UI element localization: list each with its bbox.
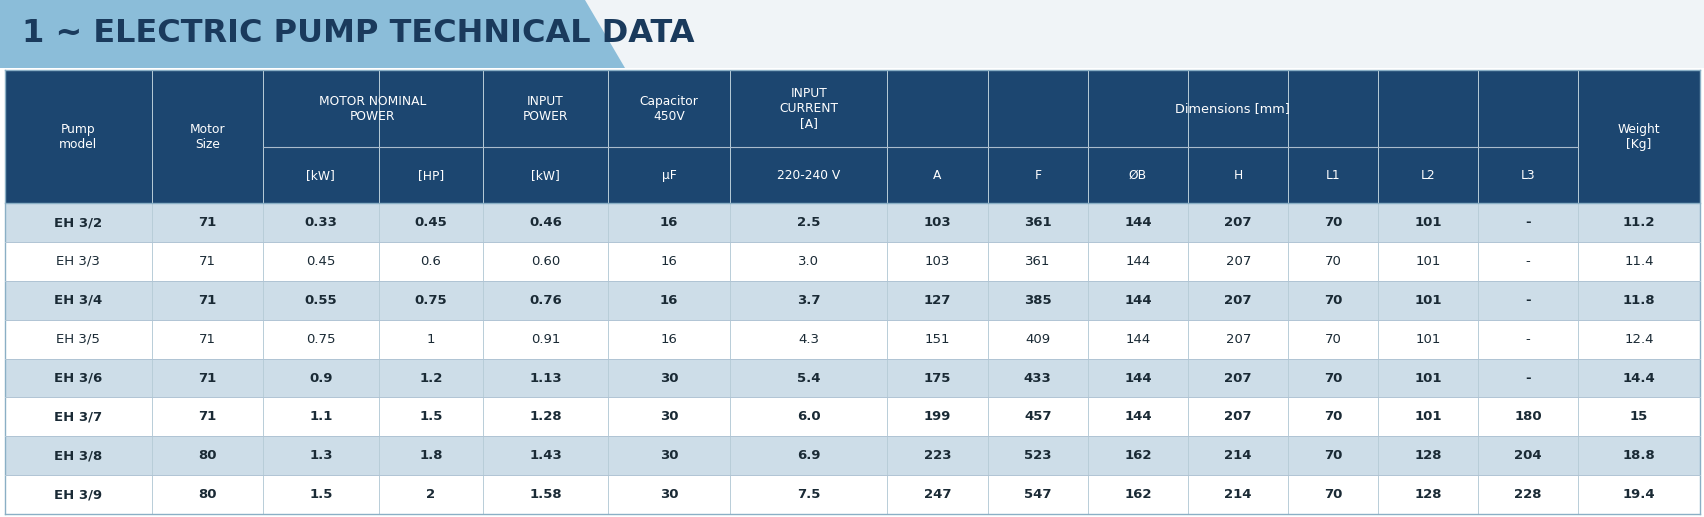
Text: 103: 103 <box>925 255 951 268</box>
Text: 1 ~ ELECTRIC PUMP TECHNICAL DATA: 1 ~ ELECTRIC PUMP TECHNICAL DATA <box>22 19 695 50</box>
Text: Dimensions [mm]: Dimensions [mm] <box>1176 102 1290 115</box>
FancyBboxPatch shape <box>5 398 1701 436</box>
Text: 16: 16 <box>659 294 678 307</box>
Text: 71: 71 <box>198 216 216 229</box>
Text: -: - <box>1525 216 1530 229</box>
Text: 16: 16 <box>659 216 678 229</box>
Text: EH 3/5: EH 3/5 <box>56 332 101 346</box>
Text: 223: 223 <box>924 449 951 462</box>
Text: 207: 207 <box>1225 255 1251 268</box>
Text: 6.9: 6.9 <box>797 449 820 462</box>
Text: Pump
model: Pump model <box>60 123 97 150</box>
Text: 2.5: 2.5 <box>797 216 820 229</box>
Text: 5.4: 5.4 <box>797 372 820 385</box>
Text: 144: 144 <box>1125 332 1150 346</box>
Text: 199: 199 <box>924 410 951 423</box>
Text: 207: 207 <box>1225 294 1252 307</box>
Text: 523: 523 <box>1024 449 1051 462</box>
Text: 0.6: 0.6 <box>421 255 441 268</box>
Text: -: - <box>1525 332 1530 346</box>
Text: 70: 70 <box>1324 255 1341 268</box>
Text: 247: 247 <box>924 488 951 501</box>
Text: 0.76: 0.76 <box>530 294 562 307</box>
Text: EH 3/8: EH 3/8 <box>55 449 102 462</box>
Text: 1.58: 1.58 <box>530 488 562 501</box>
Text: 162: 162 <box>1125 449 1152 462</box>
Text: 0.9: 0.9 <box>308 372 332 385</box>
Text: 228: 228 <box>1515 488 1542 501</box>
Text: L3: L3 <box>1522 169 1535 182</box>
Text: 30: 30 <box>659 449 678 462</box>
Text: L1: L1 <box>1326 169 1341 182</box>
Text: [kW]: [kW] <box>532 169 561 182</box>
Text: μF: μF <box>661 169 676 182</box>
Text: 1.5: 1.5 <box>308 488 332 501</box>
Text: -: - <box>1525 294 1530 307</box>
Text: 18.8: 18.8 <box>1622 449 1656 462</box>
Text: 30: 30 <box>659 410 678 423</box>
Text: 1.3: 1.3 <box>308 449 332 462</box>
Text: 128: 128 <box>1414 449 1442 462</box>
Text: 70: 70 <box>1324 294 1343 307</box>
Text: 144: 144 <box>1125 255 1150 268</box>
Text: H: H <box>1234 169 1242 182</box>
Text: 144: 144 <box>1125 294 1152 307</box>
Text: EH 3/6: EH 3/6 <box>55 372 102 385</box>
Text: L2: L2 <box>1421 169 1435 182</box>
Text: 101: 101 <box>1416 332 1440 346</box>
Text: 101: 101 <box>1414 294 1442 307</box>
Text: 128: 128 <box>1414 488 1442 501</box>
Text: 175: 175 <box>924 372 951 385</box>
FancyBboxPatch shape <box>5 242 1701 281</box>
Text: 207: 207 <box>1225 372 1252 385</box>
Text: 204: 204 <box>1515 449 1542 462</box>
Text: 0.75: 0.75 <box>307 332 336 346</box>
Text: 144: 144 <box>1125 410 1152 423</box>
Text: 71: 71 <box>198 410 216 423</box>
Text: 6.0: 6.0 <box>797 410 820 423</box>
Text: 7.5: 7.5 <box>797 488 820 501</box>
Text: 0.33: 0.33 <box>305 216 337 229</box>
Text: 457: 457 <box>1024 410 1051 423</box>
Text: 207: 207 <box>1225 410 1252 423</box>
Text: A: A <box>934 169 942 182</box>
Text: F: F <box>1034 169 1041 182</box>
Text: 16: 16 <box>661 255 678 268</box>
Text: 80: 80 <box>198 488 216 501</box>
Text: 361: 361 <box>1024 216 1051 229</box>
Text: 101: 101 <box>1414 372 1442 385</box>
Text: 11.4: 11.4 <box>1624 255 1655 268</box>
Text: INPUT
POWER: INPUT POWER <box>523 95 567 123</box>
Text: 0.46: 0.46 <box>530 216 562 229</box>
Text: EH 3/3: EH 3/3 <box>56 255 101 268</box>
Text: 433: 433 <box>1024 372 1051 385</box>
Polygon shape <box>0 0 625 68</box>
Text: 1.2: 1.2 <box>419 372 443 385</box>
Text: 409: 409 <box>1026 332 1050 346</box>
FancyBboxPatch shape <box>5 203 1701 242</box>
Text: 180: 180 <box>1515 410 1542 423</box>
Text: 15: 15 <box>1631 410 1648 423</box>
Text: 214: 214 <box>1225 449 1252 462</box>
Text: 71: 71 <box>199 332 216 346</box>
Text: 101: 101 <box>1414 410 1442 423</box>
Text: 151: 151 <box>925 332 951 346</box>
Text: EH 3/9: EH 3/9 <box>55 488 102 501</box>
Text: 207: 207 <box>1225 332 1251 346</box>
Text: 70: 70 <box>1324 372 1343 385</box>
Text: 127: 127 <box>924 294 951 307</box>
Text: 1.13: 1.13 <box>530 372 562 385</box>
Text: 144: 144 <box>1125 216 1152 229</box>
Text: ØB: ØB <box>1130 169 1147 182</box>
Text: 1.1: 1.1 <box>308 410 332 423</box>
Text: 547: 547 <box>1024 488 1051 501</box>
FancyBboxPatch shape <box>5 281 1701 320</box>
Text: 14.4: 14.4 <box>1622 372 1656 385</box>
Text: INPUT
CURRENT
[A]: INPUT CURRENT [A] <box>779 87 838 130</box>
FancyBboxPatch shape <box>5 475 1701 514</box>
Text: 70: 70 <box>1324 410 1343 423</box>
Text: 0.45: 0.45 <box>414 216 448 229</box>
Text: 2: 2 <box>426 488 436 501</box>
Text: -: - <box>1525 255 1530 268</box>
